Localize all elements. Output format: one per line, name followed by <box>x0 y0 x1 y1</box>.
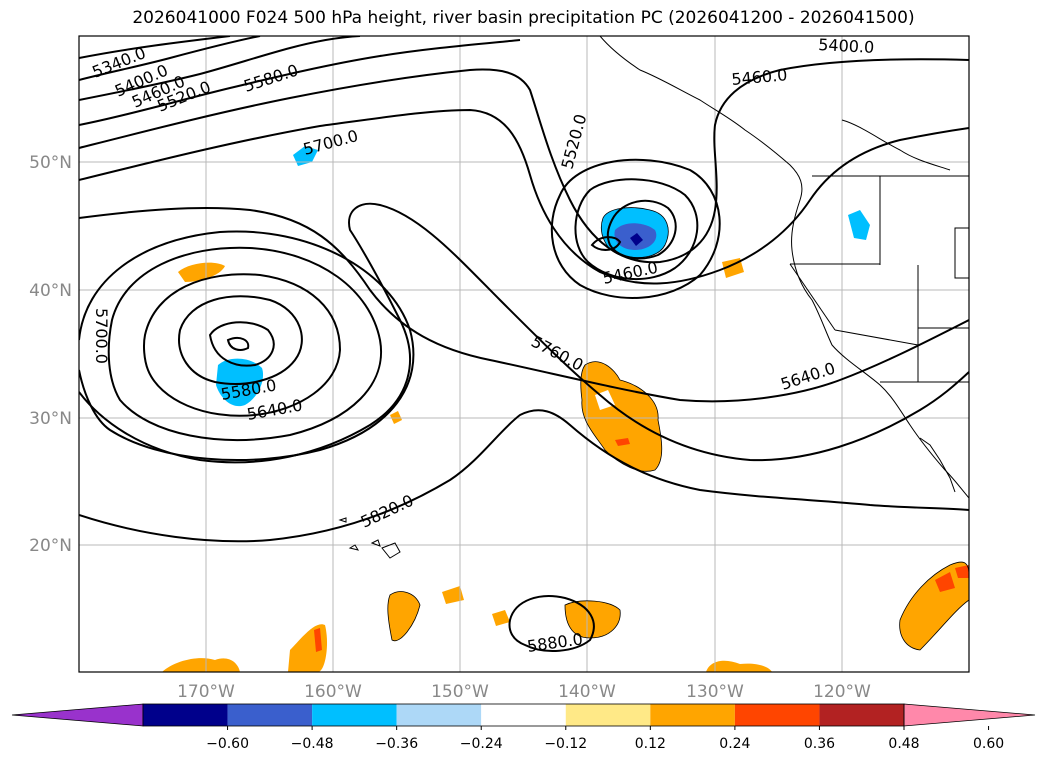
precip-pos-d <box>442 586 464 604</box>
colorbar-tick-label: 0.48 <box>888 736 919 752</box>
colorbar-extend-high <box>903 703 1036 727</box>
colorbar-segment <box>227 704 313 726</box>
colorbar-tick-label: 0.24 <box>719 736 750 752</box>
colorbar-extend-low <box>11 703 144 727</box>
colorbar-tick-label: −0.36 <box>375 736 418 752</box>
precip-shading <box>162 146 969 672</box>
precip-pos-central-red <box>615 438 630 446</box>
lat-label: 20°N <box>29 536 72 556</box>
colorbar-tick-label: −0.48 <box>291 736 334 752</box>
map-title: 2026041000 F024 500 hPa height, river ba… <box>132 8 915 28</box>
precip-pos-j-red2 <box>955 565 969 578</box>
contour-label: 5700.0 <box>92 308 111 364</box>
colorbar-frame <box>142 703 905 727</box>
precip-pos-f <box>492 610 510 626</box>
precip-neg-north <box>293 146 318 166</box>
colorbar-segment <box>143 704 228 726</box>
lat-label: 40°N <box>29 281 72 301</box>
colorbar-tick-label: −0.12 <box>544 736 587 752</box>
lat-label: 50°N <box>29 153 72 173</box>
precip-neg-low <box>216 358 264 407</box>
precip-neg-nepac-peak <box>630 233 643 246</box>
precip-pos-g-red <box>314 628 322 652</box>
colorbar-segment <box>312 704 397 726</box>
lon-label: 120°W <box>813 682 871 702</box>
colorbar: −0.60 −0.48 −0.36 −0.24 −0.12 0.12 0.24 0.36 0.4… <box>11 703 1036 752</box>
contour-label: 5400.0 <box>818 35 875 57</box>
colorbar-segment <box>734 704 820 726</box>
lon-label: 150°W <box>431 682 489 702</box>
map-frame <box>78 35 970 673</box>
lon-label: 130°W <box>686 682 744 702</box>
colorbar-tick-label: −0.24 <box>460 736 503 752</box>
colorbar-segment <box>396 704 482 726</box>
colorbar-segment <box>565 704 651 726</box>
precip-pos-h <box>162 658 240 672</box>
colorbar-segment <box>819 704 904 726</box>
latitude-labels: 50°N 40°N 30°N 20°N <box>29 153 72 556</box>
lat-label: 30°N <box>29 409 72 429</box>
height-contours <box>79 36 969 652</box>
colorbar-tick-label: 0.12 <box>635 736 666 752</box>
precip-pos-a <box>178 262 225 282</box>
precip-neg-inland <box>848 210 870 240</box>
contour-label: 5460.0 <box>731 65 788 89</box>
precip-outlines <box>387 207 969 651</box>
lon-label: 160°W <box>304 682 362 702</box>
precip-pos-i <box>706 660 772 672</box>
colorbar-tick-label: 0.36 <box>804 736 835 752</box>
lon-label: 170°W <box>177 682 235 702</box>
colorbar-segment <box>650 704 735 726</box>
colorbar-segment <box>481 704 566 726</box>
colorbar-tick-label: −0.60 <box>206 736 249 752</box>
lon-label: 140°W <box>558 682 616 702</box>
coastlines <box>338 36 969 559</box>
map-background <box>79 36 969 672</box>
precip-pos-c <box>387 591 420 641</box>
longitude-labels: 170°W 160°W 150°W 140°W 130°W 120°W <box>177 682 871 702</box>
precip-pos-j-red <box>935 572 955 592</box>
colorbar-tick-label: 0.60 <box>973 736 1004 752</box>
